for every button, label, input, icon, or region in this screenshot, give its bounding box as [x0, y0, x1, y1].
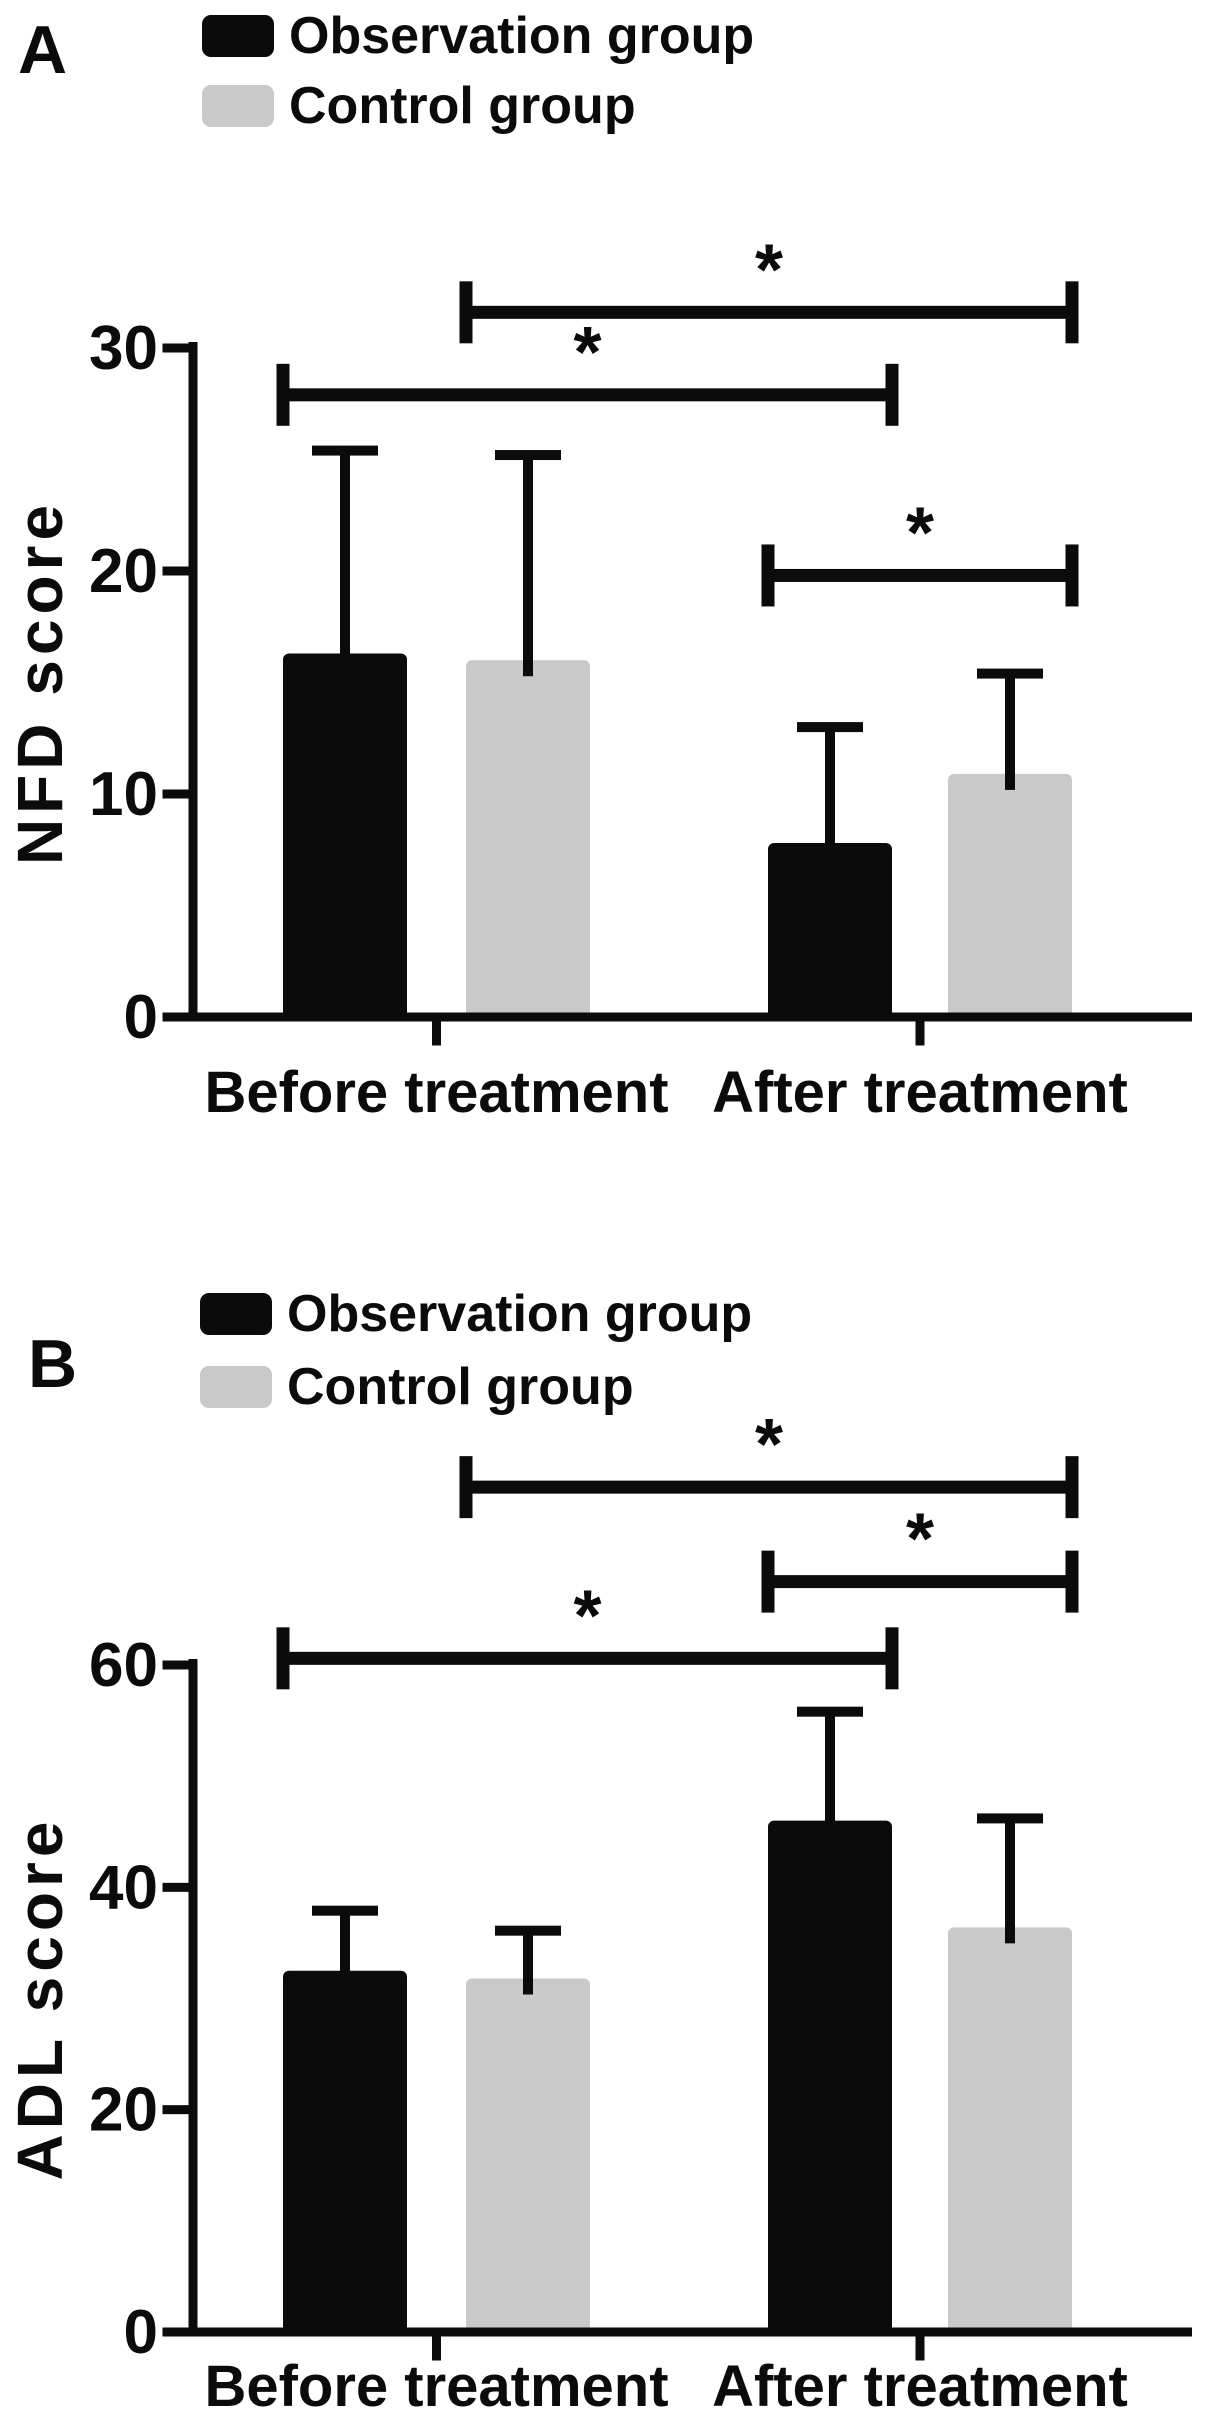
y-axis-tick [162, 1660, 189, 1670]
legend-row-control-a: Control group [202, 80, 636, 132]
legend-swatch-control-icon [200, 1366, 272, 1408]
legend-row-observation-b: Observation group [200, 1288, 752, 1340]
significance-bracket-cap [459, 1456, 473, 1519]
bar-control-0 [466, 660, 590, 1019]
significance-bracket-line [466, 1480, 1072, 1494]
significance-asterisk: * [906, 493, 934, 573]
significance-bracket-cap [276, 1627, 290, 1690]
bar-observation-1 [768, 843, 892, 1019]
significance-bracket-cap [761, 1550, 775, 1613]
panel-a-letter: A [18, 12, 68, 88]
y-axis-tick [162, 343, 189, 353]
significance-bracket-line [283, 388, 892, 402]
bar-observation-0 [283, 653, 407, 1019]
error-bar-cap [797, 722, 863, 733]
y-axis-tick [162, 1012, 189, 1022]
y-tick-label: 0 [124, 2298, 158, 2367]
y-axis-tick [162, 2327, 189, 2337]
error-bar-stem [523, 455, 533, 677]
legend-label-observation: Observation group [287, 1285, 753, 1343]
legend-swatch-control-icon [202, 85, 274, 127]
y-tick-label: 60 [89, 1631, 158, 1700]
error-bar-cap [312, 1905, 378, 1916]
bar-observation-0 [283, 1970, 407, 2334]
error-bar-stem [340, 1910, 350, 1987]
bar-control-1 [948, 1927, 1072, 2334]
y-tick-label: 20 [89, 537, 158, 606]
error-bar-cap [495, 450, 561, 461]
bar-observation-1 [768, 1820, 892, 2334]
legend-swatch-observation-icon [202, 15, 274, 57]
legend-row-control-b: Control group [200, 1361, 634, 1413]
category-label: After treatment [712, 2354, 1128, 2414]
significance-asterisk: * [755, 1405, 783, 1485]
legend-label-control: Control group [287, 1358, 634, 1416]
significance-bracket-cap [1065, 544, 1079, 607]
y-axis-tick [162, 789, 189, 799]
significance-bracket-cap [885, 1627, 899, 1690]
significance-asterisk: * [906, 1500, 934, 1580]
legend-swatch-observation-icon [200, 1293, 272, 1335]
x-axis-line [188, 1012, 1192, 1022]
significance-bracket-cap [1065, 1456, 1079, 1519]
error-bar-cap [977, 668, 1043, 679]
significance-bracket-cap [1065, 1550, 1079, 1613]
significance-bracket-line [768, 1575, 1072, 1589]
y-tick-label: 30 [89, 314, 158, 383]
panel-b-letter: B [28, 1326, 78, 1402]
x-axis-line [188, 2327, 1192, 2337]
significance-bracket-cap [459, 281, 473, 344]
significance-bracket-cap [276, 363, 290, 426]
y-axis-line [188, 1659, 198, 2336]
legend-label-observation: Observation group [289, 7, 755, 65]
category-label: Before treatment [204, 2354, 668, 2414]
significance-bracket-cap [885, 363, 899, 426]
error-bar-cap [797, 1706, 863, 1717]
y-axis-line [188, 342, 198, 1021]
significance-bracket-cap [1065, 281, 1079, 344]
error-bar-cap [495, 1925, 561, 1936]
significance-asterisk: * [573, 313, 601, 393]
bar-control-1 [948, 773, 1072, 1019]
category-label: After treatment [712, 1060, 1128, 1125]
error-bar-stem [340, 450, 350, 670]
significance-bracket-line [768, 568, 1072, 582]
significance-bracket-line [283, 1651, 892, 1665]
error-bar-cap [312, 445, 378, 456]
error-bar-stem [523, 1930, 533, 1995]
significance-bracket-line [466, 305, 1072, 319]
x-axis-group-tick [915, 2336, 925, 2361]
error-bar-cap [977, 1813, 1043, 1824]
x-axis-group-tick [915, 1021, 925, 1046]
significance-bracket-cap [761, 544, 775, 607]
y-axis-tick [162, 1882, 189, 1892]
x-axis-group-tick [432, 2336, 441, 2361]
legend-row-observation-a: Observation group [202, 10, 754, 62]
x-axis-group-tick [432, 1021, 441, 1046]
y-tick-label: 10 [89, 760, 158, 829]
y-tick-label: 0 [124, 983, 158, 1052]
error-bar-stem [825, 1711, 835, 1837]
y-tick-label: 40 [89, 1853, 158, 1922]
y-axis-title: ADL score [4, 1817, 76, 2181]
y-axis-tick [162, 566, 189, 576]
y-tick-label: 20 [89, 2076, 158, 2145]
bar-control-0 [466, 1978, 590, 2334]
y-axis-title: NFD score [4, 500, 76, 865]
significance-asterisk: * [755, 230, 783, 310]
legend-label-control: Control group [289, 77, 636, 135]
category-label: Before treatment [204, 1060, 668, 1125]
error-bar-stem [825, 727, 835, 860]
significance-asterisk: * [573, 1576, 601, 1656]
y-axis-tick [162, 2105, 189, 2115]
error-bar-stem [1005, 1818, 1015, 1944]
error-bar-stem [1005, 673, 1015, 790]
